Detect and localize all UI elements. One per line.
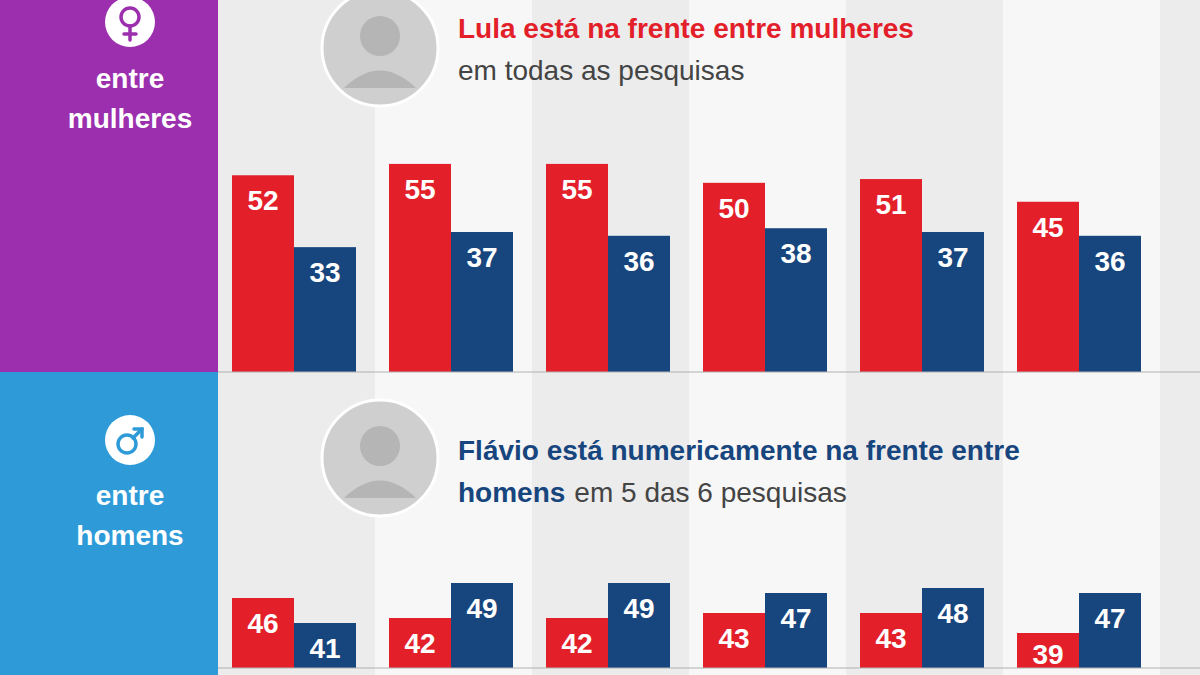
panel-label: entre homens — [76, 480, 183, 551]
bar — [232, 175, 294, 372]
data-label: 37 — [466, 242, 497, 273]
bar — [451, 232, 513, 372]
data-label: 51 — [875, 189, 906, 220]
bar — [546, 164, 608, 372]
panel-title: Flávio está numericamente na frente entr… — [458, 435, 1020, 508]
bar — [922, 232, 984, 372]
bar — [860, 613, 922, 668]
axis-line — [218, 372, 1200, 373]
data-label: 42 — [561, 628, 592, 659]
gender-icon — [105, 415, 155, 465]
column-stripe — [532, 0, 689, 675]
gender-symbol — [121, 8, 139, 40]
data-label: 36 — [1094, 246, 1125, 277]
bar — [1017, 633, 1079, 668]
column-stripe — [1003, 0, 1160, 675]
panel-subtitle: em 5 das 6 pesquisas — [574, 477, 846, 508]
data-label: 49 — [623, 593, 654, 624]
title-line: homens — [458, 477, 565, 508]
bar — [232, 598, 294, 668]
bar — [860, 179, 922, 372]
bar — [294, 247, 356, 372]
chart-root: entre mulheres Lula está na frente entre m… — [0, 0, 1200, 675]
data-label: 41 — [309, 633, 340, 664]
data-label: 43 — [718, 623, 749, 654]
data-label: 38 — [780, 238, 811, 269]
panel-sidebar — [0, 0, 218, 372]
panel-subtitle: em todas as pesquisas — [458, 55, 744, 86]
axis-line — [218, 668, 1200, 669]
bar — [703, 613, 765, 668]
portrait-body — [344, 481, 416, 499]
bar — [922, 588, 984, 668]
data-label: 55 — [404, 174, 435, 205]
data-labels: 46 41 42 49 42 49 43 47 43 48 39 47 — [247, 593, 1125, 670]
bar — [765, 593, 827, 668]
data-label: 47 — [780, 603, 811, 634]
portrait-body — [344, 71, 416, 89]
bar — [546, 618, 608, 668]
gender-icon — [105, 0, 155, 47]
bar — [765, 228, 827, 372]
portrait — [322, 0, 438, 106]
bar — [1079, 236, 1141, 372]
data-label: 49 — [466, 593, 497, 624]
panel-label-line: entre — [96, 63, 164, 94]
bars — [232, 164, 1141, 372]
data-label: 33 — [309, 257, 340, 288]
bar — [608, 236, 670, 372]
data-labels: 52 33 55 37 55 36 50 38 51 37 45 36 — [247, 174, 1125, 288]
data-label: 52 — [247, 185, 278, 216]
title-line: Lula está na frente entre mulheres — [458, 13, 914, 44]
bars — [232, 583, 1141, 668]
data-label: 43 — [875, 623, 906, 654]
data-label: 45 — [1032, 212, 1063, 243]
bar — [1017, 202, 1079, 372]
bar — [294, 623, 356, 668]
panel-label-line: homens — [76, 520, 183, 551]
panel-sidebar — [0, 372, 218, 675]
portrait-head — [360, 426, 400, 466]
data-label: 48 — [937, 598, 968, 629]
data-label: 36 — [623, 246, 654, 277]
column-stripe — [846, 0, 1003, 675]
data-label: 47 — [1094, 603, 1125, 634]
data-label: 55 — [561, 174, 592, 205]
column-stripe — [218, 0, 375, 675]
data-label: 39 — [1032, 639, 1063, 670]
bar — [703, 183, 765, 372]
bar — [608, 583, 670, 668]
data-label: 46 — [247, 608, 278, 639]
panel-label: entre mulheres — [68, 63, 193, 134]
data-label: 42 — [404, 628, 435, 659]
column-stripe — [1160, 0, 1200, 675]
panel-title: Lula está na frente entre mulheres — [458, 13, 914, 44]
bar — [389, 618, 451, 668]
data-label: 50 — [718, 193, 749, 224]
column-stripe — [689, 0, 846, 675]
bar — [389, 164, 451, 372]
title-line: Flávio está numericamente na frente entr… — [458, 435, 1020, 466]
portrait — [322, 400, 438, 516]
gender-symbol — [118, 429, 142, 453]
portrait-head — [360, 16, 400, 56]
panel-label-line: mulheres — [68, 103, 193, 134]
data-label: 37 — [937, 242, 968, 273]
panel-label-line: entre — [96, 480, 164, 511]
bar — [1079, 593, 1141, 668]
bar — [451, 583, 513, 668]
